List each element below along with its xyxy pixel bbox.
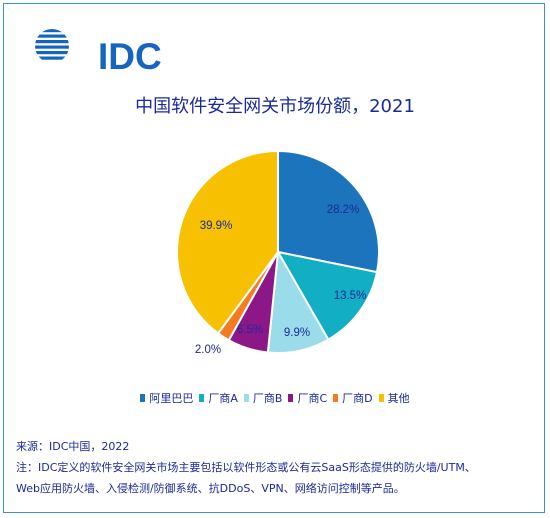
legend-item-0: 阿里巴巴 (140, 390, 193, 406)
source-text: 来源：IDC中国，2022 (16, 440, 130, 453)
legend-swatch (378, 394, 384, 402)
legend-label: 阿里巴巴 (149, 392, 194, 405)
legend-swatch (140, 394, 146, 402)
legend-item-5: 其他 (378, 390, 410, 406)
note-line-2: Web应用防火墙、入侵检测/防御系统、抗DDoS、VPN、网络访问控制等产品。 (16, 482, 405, 495)
legend-label: 厂商A (208, 392, 238, 405)
legend-label: 厂商D (342, 392, 373, 405)
slice-label-4: 2.0% (195, 344, 221, 356)
pie-chart: 28.2% 13.5% 9.9% 6.5% 2.0% 39.9% (176, 149, 380, 356)
legend-label: 厂商C (297, 392, 328, 405)
slice-label-0: 28.2% (327, 204, 360, 216)
globe-icon (35, 29, 69, 60)
legend-item-3: 厂商C (288, 390, 327, 406)
slice-label-5: 39.9% (200, 220, 233, 232)
legend-label: 厂商B (252, 392, 283, 405)
slice-label-1: 13.5% (334, 290, 367, 302)
legend-swatch (288, 394, 294, 402)
chart-frame: IDC 中国软件安全网关市场份额，2021 28.2% 13.5% 9.9% 6.5%… (3, 3, 545, 513)
legend-label: 其他 (387, 392, 410, 405)
legend-item-4: 厂商D (333, 390, 373, 406)
notes: 来源：IDC中国，2022 注：IDC定义的软件安全网关市场主要包括以软件形态或… (16, 436, 541, 499)
logo-text: IDC (98, 36, 162, 77)
note-line-1: 注：IDC定义的软件安全网关市场主要包括以软件形态或公有云SaaS形态提供的防火… (16, 461, 476, 474)
slice-label-3: 6.5% (237, 324, 263, 336)
legend-swatch (333, 394, 339, 402)
legend-item-2: 厂商B (243, 390, 283, 406)
slice-label-2: 9.9% (284, 327, 310, 339)
chart-title: 中国软件安全网关市场份额，2021 (135, 96, 415, 117)
idc-logo: IDC (32, 22, 162, 77)
pie-slice-1 (276, 250, 379, 341)
pie-slice-0 (277, 149, 380, 274)
chart-legend: 阿里巴巴 厂商A 厂商B 厂商C 厂商D 其他 (4, 390, 546, 406)
legend-item-1: 厂商A (199, 390, 238, 406)
legend-swatch (199, 394, 205, 402)
legend-swatch (243, 394, 249, 402)
pie-slice-5 (176, 149, 279, 335)
